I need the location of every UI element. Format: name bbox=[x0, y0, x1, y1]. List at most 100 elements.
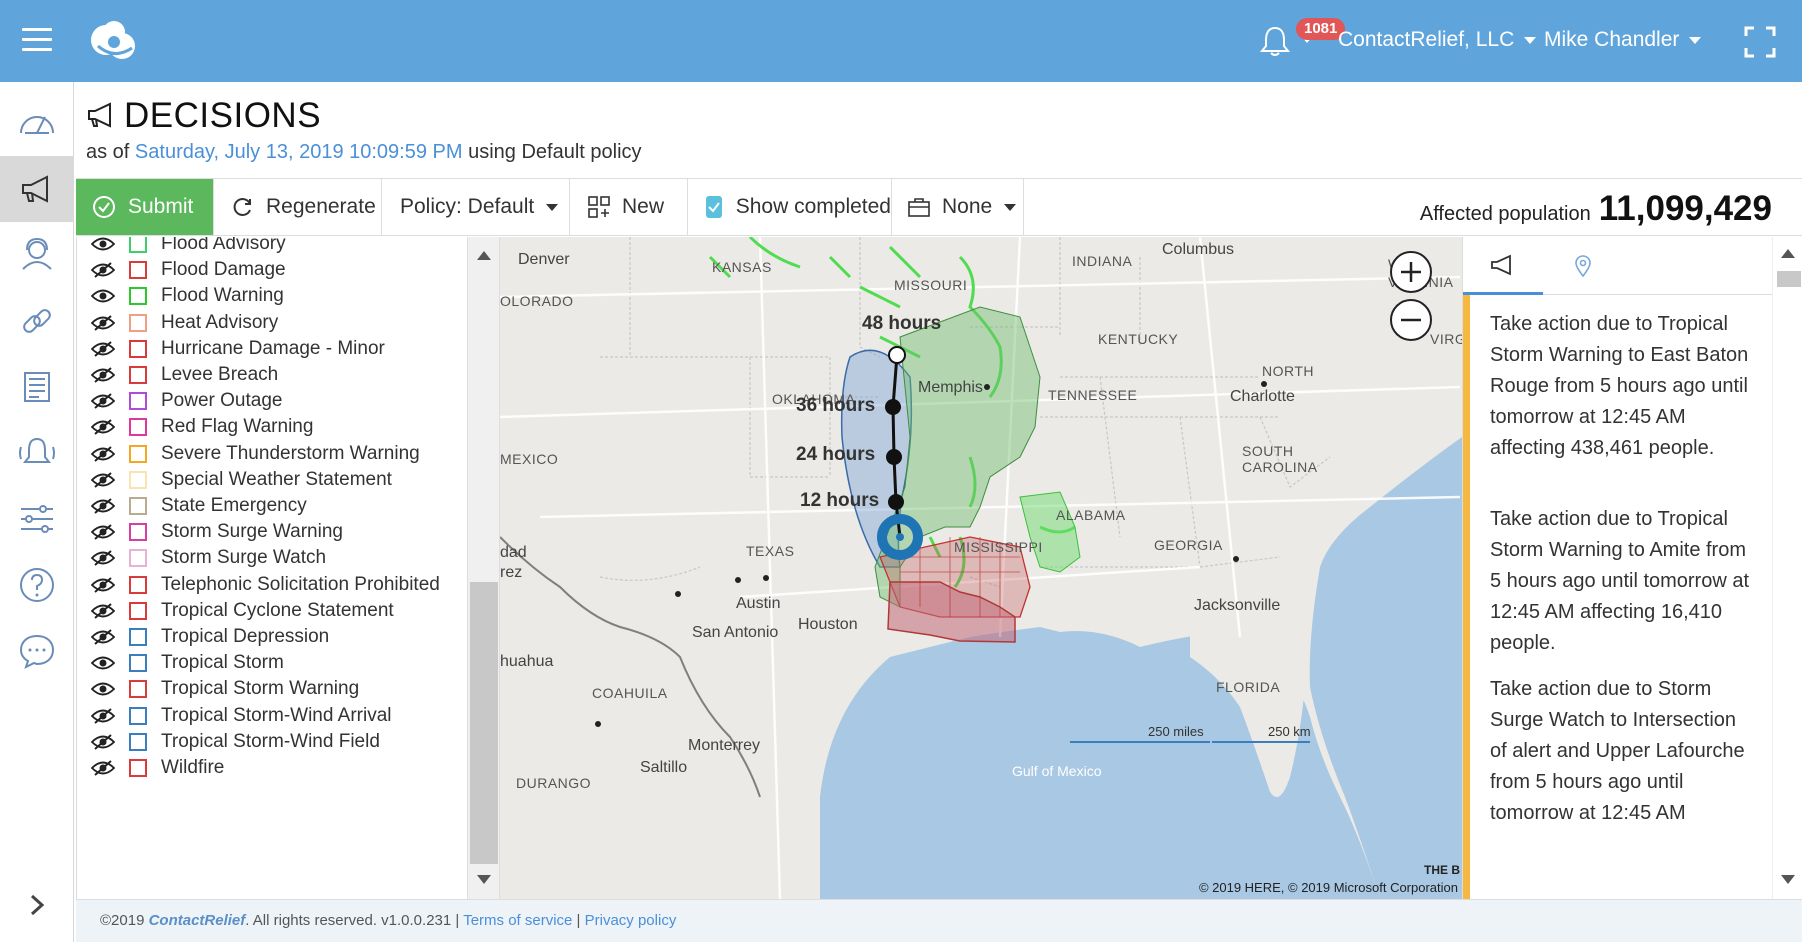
nav-decisions[interactable] bbox=[0, 156, 74, 222]
show-completed-checkbox[interactable] bbox=[706, 196, 722, 218]
city-label-memphis: Memphis bbox=[918, 379, 983, 396]
new-label: New bbox=[622, 195, 665, 218]
eye-icon[interactable] bbox=[90, 681, 116, 697]
regenerate-button[interactable]: Regenerate bbox=[214, 179, 382, 235]
nav-contacts[interactable] bbox=[0, 222, 74, 288]
eye-slash-icon[interactable] bbox=[90, 734, 116, 750]
panel-scrollbar[interactable] bbox=[1772, 237, 1802, 899]
contactrelief-logo[interactable] bbox=[84, 16, 142, 66]
eye-slash-icon[interactable] bbox=[90, 603, 116, 619]
legend-item[interactable]: Heat Advisory bbox=[90, 308, 278, 338]
chevron-down-icon bbox=[1689, 36, 1702, 44]
scroll-down-icon[interactable] bbox=[477, 875, 491, 884]
eye-slash-icon[interactable] bbox=[90, 314, 116, 331]
legend-item[interactable]: Tropical Storm Warning bbox=[90, 674, 359, 704]
notification-caret-icon[interactable] bbox=[1302, 37, 1312, 43]
decision-card[interactable]: Take action due to Tropical Storm Warnin… bbox=[1463, 295, 1772, 490]
show-completed-label: Show completed bbox=[735, 195, 891, 218]
none-dropdown[interactable]: None bbox=[892, 179, 1024, 235]
eye-slash-icon[interactable] bbox=[90, 445, 116, 462]
legend-item[interactable]: Telephonic Solicitation Prohibited bbox=[90, 570, 440, 600]
state-label-durango: DURANGO bbox=[516, 775, 592, 791]
eye-slash-icon[interactable] bbox=[90, 629, 116, 645]
submit-label: Submit bbox=[128, 195, 194, 218]
decision-card[interactable]: Take action due to Tropical Storm Warnin… bbox=[1463, 490, 1772, 660]
fullscreen-icon[interactable] bbox=[1744, 26, 1776, 58]
eye-icon[interactable] bbox=[90, 655, 116, 671]
legend-item[interactable]: Tropical Depression bbox=[90, 622, 329, 652]
legend-item[interactable]: Flood Warning bbox=[90, 281, 284, 311]
panel-scroll-thumb[interactable] bbox=[1777, 271, 1801, 287]
legend-item[interactable]: Flood Advisory bbox=[90, 237, 286, 259]
eye-icon[interactable] bbox=[90, 288, 116, 304]
as-of-date-link[interactable]: Saturday, July 13, 2019 10:09:59 PM bbox=[134, 141, 463, 163]
eye-slash-icon[interactable] bbox=[90, 707, 116, 724]
state-label-texas: TEXAS bbox=[746, 543, 795, 559]
nav-alerts[interactable] bbox=[0, 420, 74, 486]
show-completed-toggle[interactable]: Show completed bbox=[688, 179, 892, 235]
forecast-label-36h: 36 hours bbox=[796, 395, 876, 416]
terms-of-service-link[interactable]: Terms of service bbox=[463, 912, 573, 929]
scroll-down-icon[interactable] bbox=[1781, 875, 1795, 884]
zoom-in-button[interactable] bbox=[1390, 251, 1432, 293]
legend-scrollbar[interactable] bbox=[468, 237, 500, 899]
nav-links[interactable] bbox=[0, 288, 74, 354]
tab-locations[interactable] bbox=[1543, 237, 1623, 295]
legend-item[interactable]: Levee Breach bbox=[90, 360, 278, 390]
storm-map[interactable]: Denver KANSAS MISSOURI INDIANA Columbus … bbox=[500, 237, 1462, 899]
scroll-up-icon[interactable] bbox=[1781, 249, 1795, 258]
eye-slash-icon[interactable] bbox=[90, 760, 116, 776]
legend-item[interactable]: Special Weather Statement bbox=[90, 465, 392, 495]
legend-item[interactable]: State Emergency bbox=[90, 491, 307, 521]
legend-swatch bbox=[129, 732, 147, 751]
eye-slash-icon[interactable] bbox=[90, 524, 116, 540]
legend-scroll-thumb[interactable] bbox=[470, 582, 498, 864]
hamburger-menu-icon[interactable] bbox=[22, 28, 52, 52]
submit-button[interactable]: Submit bbox=[76, 179, 214, 235]
eye-slash-icon[interactable] bbox=[90, 341, 116, 357]
eye-slash-icon[interactable] bbox=[90, 472, 116, 488]
nav-settings[interactable] bbox=[0, 486, 74, 552]
nav-dashboard[interactable] bbox=[0, 90, 74, 156]
tab-decisions[interactable] bbox=[1463, 237, 1543, 295]
chevron-right-icon[interactable] bbox=[22, 890, 52, 920]
legend-item[interactable]: Wildfire bbox=[90, 753, 224, 783]
eye-slash-icon[interactable] bbox=[90, 367, 116, 383]
legend-item[interactable]: Storm Surge Watch bbox=[90, 543, 326, 573]
new-button[interactable]: New bbox=[570, 179, 688, 235]
legend-item[interactable]: Severe Thunderstorm Warning bbox=[90, 439, 420, 469]
legend-item[interactable]: Storm Surge Warning bbox=[90, 517, 343, 547]
eye-slash-icon[interactable] bbox=[90, 419, 116, 436]
legend-label: Tropical Cyclone Statement bbox=[161, 599, 394, 621]
zoom-out-button[interactable] bbox=[1390, 299, 1432, 341]
privacy-policy-link[interactable]: Privacy policy bbox=[584, 912, 677, 929]
legend-item[interactable]: Tropical Storm bbox=[90, 648, 284, 678]
legend-item[interactable]: Hurricane Damage - Minor bbox=[90, 334, 385, 364]
company-dropdown[interactable]: ContactRelief, LLC bbox=[1338, 28, 1537, 52]
legend-swatch bbox=[129, 575, 147, 594]
nav-reports[interactable] bbox=[0, 354, 74, 420]
eye-slash-icon[interactable] bbox=[90, 576, 116, 593]
scroll-up-icon[interactable] bbox=[477, 251, 491, 260]
legend-item[interactable]: Red Flag Warning bbox=[90, 412, 313, 442]
legend-item[interactable]: Power Outage bbox=[90, 386, 282, 416]
eye-slash-icon[interactable] bbox=[90, 393, 116, 409]
notification-bell-icon[interactable] bbox=[1258, 24, 1292, 58]
decision-card[interactable]: Take action due to Storm Surge Watch to … bbox=[1463, 660, 1772, 899]
eye-icon[interactable] bbox=[90, 237, 116, 252]
nav-chat[interactable] bbox=[0, 618, 74, 684]
panel-tabs bbox=[1463, 237, 1772, 295]
legend-item[interactable]: Tropical Cyclone Statement bbox=[90, 596, 394, 626]
legend-item[interactable]: Flood Damage bbox=[90, 255, 286, 285]
user-dropdown[interactable]: Mike Chandler bbox=[1544, 28, 1702, 52]
eye-slash-icon[interactable] bbox=[90, 262, 116, 278]
policy-dropdown[interactable]: Policy: Default bbox=[382, 179, 570, 235]
add-grid-icon bbox=[588, 196, 610, 218]
nav-help[interactable] bbox=[0, 552, 74, 618]
eye-slash-icon[interactable] bbox=[90, 498, 116, 514]
map-brand-fragment: THE B bbox=[1424, 863, 1460, 877]
legend-item[interactable]: Tropical Storm-Wind Field bbox=[90, 727, 380, 757]
alert-type-legend: Flood Advisory Flood Damage Flood Warning H… bbox=[76, 237, 468, 899]
eye-slash-icon[interactable] bbox=[90, 550, 116, 567]
legend-item[interactable]: Tropical Storm-Wind Arrival bbox=[90, 701, 392, 731]
